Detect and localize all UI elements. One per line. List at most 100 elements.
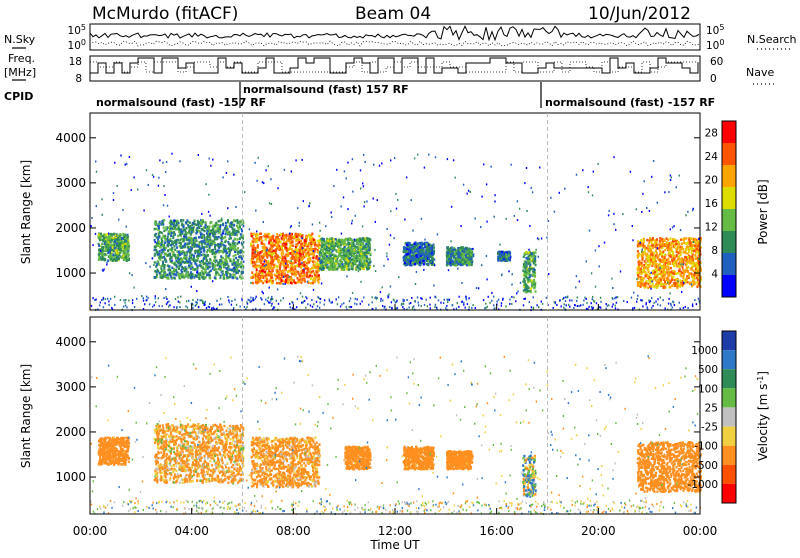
echo-cell — [125, 243, 127, 246]
echo-cell — [451, 250, 453, 253]
echo-cell — [360, 253, 362, 256]
echo-cell — [255, 266, 257, 269]
echo-cell — [111, 233, 113, 236]
echo-cell — [116, 245, 118, 248]
echo-cell — [112, 246, 114, 249]
echo-cell — [98, 256, 100, 259]
echo-cell — [646, 239, 648, 242]
echo-cell — [262, 259, 264, 262]
echo-cell — [356, 254, 358, 256]
echo-cell — [112, 253, 114, 256]
echo-cell — [344, 265, 346, 268]
echo-cell — [364, 253, 366, 256]
echo-cell — [291, 273, 293, 276]
echo-cell — [242, 271, 244, 274]
echo-cell — [163, 226, 165, 229]
echo-cell — [470, 250, 472, 253]
echo-cell — [101, 258, 103, 261]
echo-cell — [124, 256, 126, 259]
echo-cell — [170, 244, 172, 247]
echo-cell — [297, 255, 299, 258]
echo-cell — [460, 250, 462, 253]
echo-cell — [359, 239, 361, 242]
echo-cell — [250, 276, 252, 279]
echo-cell — [295, 274, 297, 277]
echo-cell — [256, 235, 258, 238]
echo-cell — [355, 269, 357, 272]
echo-cell — [183, 251, 185, 254]
echo-cell — [313, 267, 315, 270]
echo-cell — [530, 291, 532, 294]
echo-cell — [280, 277, 282, 280]
echo-cell — [161, 276, 163, 279]
echo-cell — [322, 250, 324, 253]
echo-cell — [233, 255, 235, 258]
echo-cell — [239, 276, 241, 279]
echo-cell — [289, 240, 291, 243]
echo-cell — [524, 266, 526, 269]
echo-cell — [348, 255, 350, 258]
cpid-label: CPID — [4, 90, 33, 103]
echo-cell — [198, 243, 200, 246]
echo-cell — [425, 257, 427, 260]
echo-cell — [338, 246, 340, 249]
echo-cell — [459, 256, 461, 259]
echo-cell — [290, 282, 292, 285]
echo-cell — [298, 238, 300, 241]
echo-cell — [358, 267, 360, 270]
echo-cell — [469, 251, 471, 254]
echo-region — [522, 251, 536, 294]
echo-cell — [124, 245, 126, 248]
echo-cell — [338, 239, 340, 242]
echo-cell — [155, 246, 157, 249]
echo-cell — [533, 268, 535, 271]
echo-cell — [111, 241, 113, 244]
echo-cell — [681, 243, 683, 246]
echo-cell — [353, 244, 355, 247]
echo-cell — [304, 264, 306, 267]
echo-cell — [431, 257, 433, 260]
nsky-tick-top: 105 — [68, 23, 86, 37]
echo-cell — [185, 231, 187, 234]
echo-cell — [261, 240, 263, 243]
echo-cell — [270, 239, 272, 242]
echo-cell — [127, 257, 129, 260]
echo-cell — [182, 245, 184, 248]
echo-cell — [291, 268, 293, 271]
echo-cell — [327, 252, 329, 255]
echo-cell — [258, 274, 260, 277]
echo-cell — [264, 280, 266, 283]
echo-cell — [207, 230, 209, 233]
echo-cell — [299, 259, 301, 262]
echo-cell — [314, 281, 316, 284]
cpid-segment-3: normalsound (fast) -157 RF — [545, 96, 715, 109]
echo-cell — [207, 254, 209, 257]
echo-cell — [119, 233, 121, 236]
echo-cell — [465, 254, 467, 257]
echo-cell — [219, 268, 221, 271]
echo-cell — [120, 249, 122, 252]
echo-cell — [190, 228, 192, 231]
echo-cell — [168, 241, 170, 244]
echo-cell — [156, 269, 158, 272]
echo-cell — [361, 238, 363, 241]
echo-cell — [312, 257, 314, 260]
echo-cell — [365, 264, 367, 267]
echo-cell — [179, 262, 181, 265]
echo-cell — [181, 276, 183, 279]
echo-cell — [171, 256, 173, 259]
echo-cell — [171, 232, 173, 235]
echo-cell — [297, 242, 299, 245]
echo-cell — [282, 256, 284, 258]
echo-cell — [206, 240, 208, 243]
echo-cell — [329, 265, 331, 268]
echo-cell — [271, 254, 273, 257]
echo-cell — [366, 237, 368, 240]
echo-cell — [452, 263, 454, 266]
echo-cell — [299, 246, 301, 249]
echo-cell — [411, 262, 413, 265]
echo-cell — [336, 260, 338, 263]
echo-cell — [251, 235, 253, 238]
echo-cell — [166, 274, 168, 277]
